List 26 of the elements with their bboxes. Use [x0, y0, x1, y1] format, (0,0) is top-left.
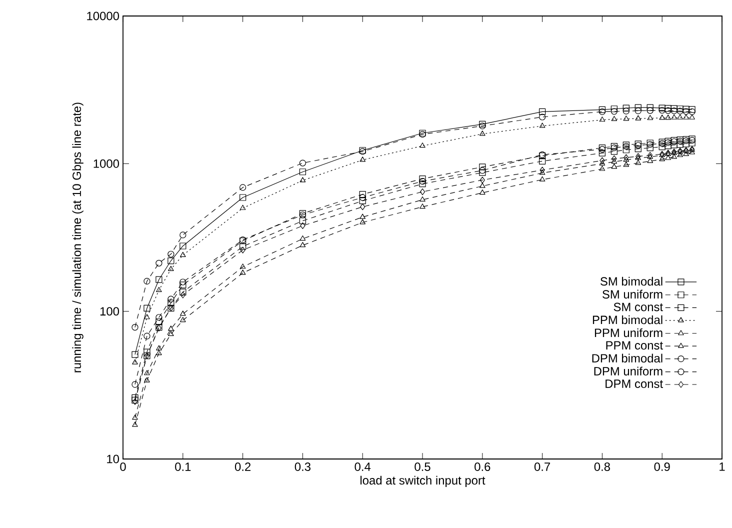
legend-label: DPM const — [606, 380, 663, 388]
y-tick-label: 100 — [100, 307, 120, 316]
legend-label: PPM const — [606, 341, 663, 350]
y-axis-title: running time / simulation time (at 10 Gbps line rate) — [72, 102, 84, 372]
x-tick-label: 0.7 — [534, 462, 550, 471]
y-tick-label: 10 — [107, 454, 120, 464]
x-tick-label: 0 — [120, 462, 126, 471]
x-tick-label: 0.6 — [474, 462, 490, 471]
y-tick-label: 10000 — [87, 12, 120, 20]
x-tick-label: 0.9 — [654, 462, 670, 471]
legend-label: SM bimodal — [600, 276, 662, 286]
x-tick-label: 0.4 — [354, 462, 371, 471]
x-tick-label: 0.8 — [594, 462, 610, 471]
x-tick-label: 0.5 — [414, 462, 430, 471]
x-tick-label: 0.2 — [234, 462, 251, 471]
legend-label: PPM uniform — [594, 328, 662, 338]
y-tick-label: 1000 — [94, 159, 120, 168]
legend-label: PPM bimodal — [592, 315, 662, 324]
x-axis-title: load at switch input port — [360, 476, 486, 487]
x-tick-label: 0.3 — [294, 462, 310, 471]
legend-label: DPM uniform — [594, 366, 662, 376]
legend-label: SM const — [614, 302, 663, 312]
x-tick-label: 0.1 — [175, 462, 191, 471]
legend-label: SM uniform — [602, 290, 662, 299]
x-tick-label: 1 — [720, 462, 725, 471]
legend-label: DPM bimodal — [592, 354, 662, 363]
